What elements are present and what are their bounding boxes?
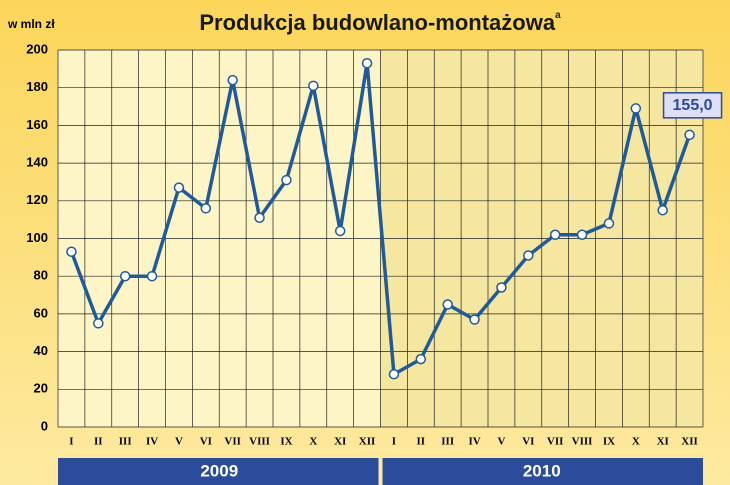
x-tick-label: XI [657,436,669,448]
y-tick-label: 40 [34,343,48,358]
point [549,229,561,240]
x-tick-label: V [175,436,183,448]
x-tick-label: XII [681,436,698,448]
x-tick-label: IV [468,436,480,448]
y-tick-label: 60 [34,305,48,320]
point [361,57,373,69]
year-bar [58,458,379,485]
x-tick-label: VII [224,436,241,448]
point [334,225,346,237]
x-tick-label: II [417,436,426,448]
y-tick-label: 20 [34,381,48,396]
point [227,74,238,86]
chart-title: Produkcja budowlano-montażowaa [199,10,561,35]
x-tick-label: I [69,436,73,448]
point [200,203,212,214]
y-tick-label: 140 [26,155,48,170]
x-tick-label: VI [522,436,534,448]
y-tick-label: 0 [41,418,48,433]
x-tick-label: X [632,436,640,448]
point [415,353,427,365]
x-tick-label: VII [547,436,564,448]
point [523,250,534,261]
x-tick-label: I [392,436,396,448]
point [603,218,615,229]
y-tick-label: 80 [34,268,48,283]
point [146,270,158,282]
point [93,318,104,329]
point [496,282,507,293]
point [576,229,588,240]
y-tick-label: 200 [26,41,48,56]
label-box [662,92,723,119]
x-tick-label: VIII [572,436,593,448]
point [173,182,185,193]
y-tick-label: 180 [26,79,48,94]
point [308,80,319,92]
x-tick-label: IV [146,436,158,448]
point [254,212,265,224]
point [281,174,292,186]
title-superscript: a [555,10,561,21]
point [66,246,77,257]
y-tick-label: 100 [26,230,48,245]
year-label: 2010 [523,461,561,480]
title-text: Produkcja budowlano-montażowa [199,10,555,35]
y-tick-label: 160 [26,117,48,132]
year-bar [382,458,703,485]
x-tick-label: IX [603,436,615,448]
point [630,103,642,114]
x-tick-label: II [94,436,103,448]
data-label: 155,0 [673,97,713,114]
year-label: 2009 [200,461,238,480]
x-tick-label: VIII [249,436,270,448]
x-tick-label: XII [359,436,376,448]
y-axis-label: w mln zł [7,17,55,31]
point [469,314,480,325]
point [442,299,453,310]
point [684,129,695,141]
x-tick-label: IX [280,436,292,448]
point [119,270,131,282]
point [388,368,400,380]
x-tick-label: VI [200,436,212,448]
y-tick-label: 120 [26,192,48,207]
point [657,204,668,216]
x-tick-label: V [497,436,505,448]
x-tick-label: X [309,436,317,448]
x-tick-label: XI [334,436,346,448]
x-tick-label: III [119,436,132,448]
x-tick-label: III [441,436,454,448]
